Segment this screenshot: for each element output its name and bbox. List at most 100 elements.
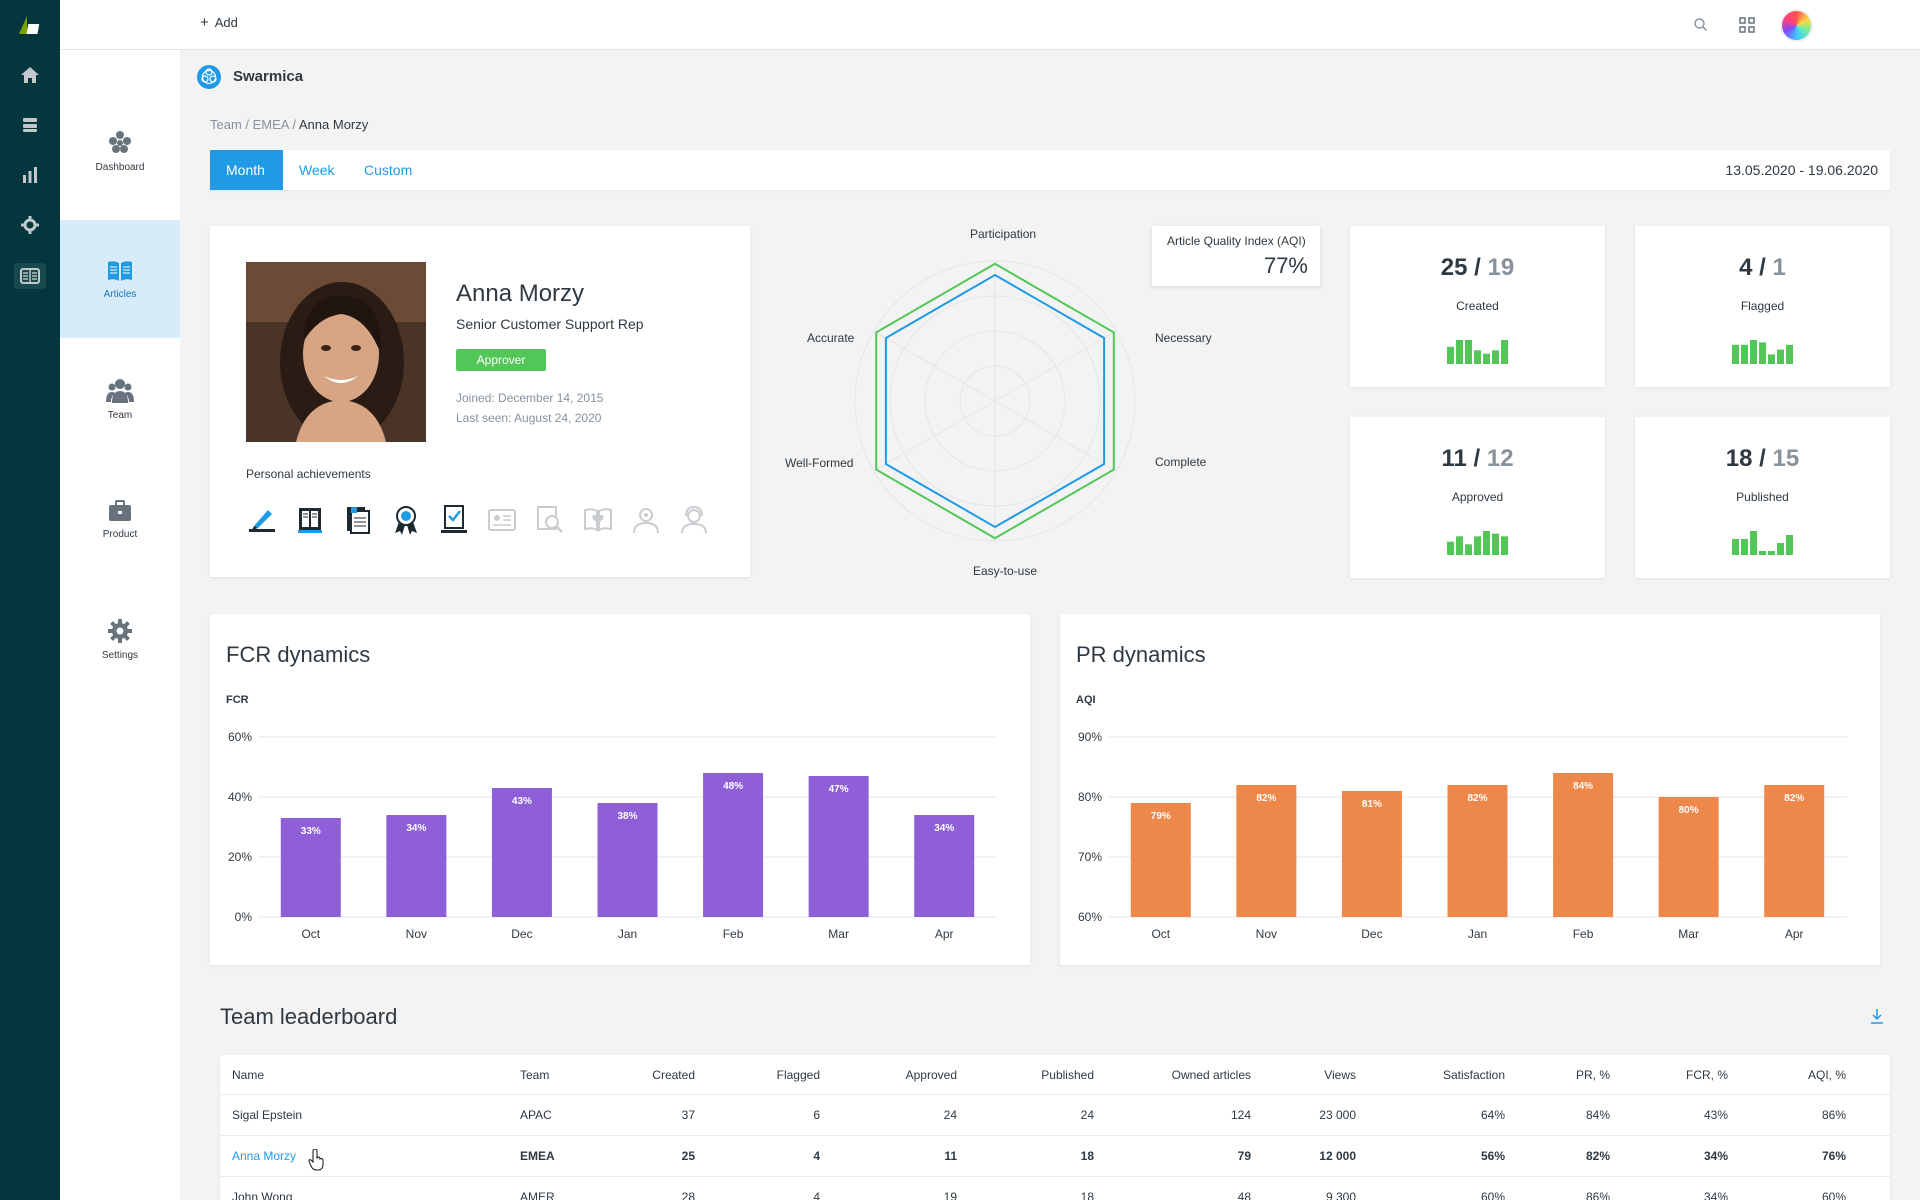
table-cell: 34% (1703, 1190, 1728, 1200)
table-cell: 60% (1480, 1190, 1505, 1200)
achievement-pen-icon[interactable] (246, 504, 278, 536)
reporting-icon[interactable] (18, 163, 42, 187)
column-header: Owned articles (1171, 1068, 1251, 1082)
table-cell: 37 (681, 1108, 695, 1122)
table-cell: 28 (681, 1190, 695, 1200)
aqi-title: Article Quality Index (AQI) (1167, 234, 1306, 248)
achievement-person-badge-icon[interactable] (630, 504, 662, 536)
sparkline-bar (1501, 536, 1508, 555)
nav-item-dashboard[interactable]: Dashboard (60, 92, 180, 210)
views-icon[interactable] (18, 113, 42, 137)
tab-month[interactable]: Month (210, 150, 283, 190)
table-header-row: Name Team Created Flagged Approved Published O… (220, 1055, 1890, 1095)
bar-data-label: 43% (512, 796, 532, 807)
pr-chart-card: PR dynamics AQI 60% 70% 80% 90% 79% Oct 82% Nov… (1060, 614, 1880, 965)
nav-label-settings: Settings (101, 649, 139, 661)
stat-card-published[interactable]: 18 / 15 Published (1635, 417, 1890, 578)
profile-photo (246, 262, 426, 442)
nav-item-product[interactable]: Product (60, 460, 180, 578)
stat-values: 18 / 15 (1725, 445, 1800, 472)
chart-title: PR dynamics (1076, 642, 1206, 667)
stat-card-flagged[interactable]: 4 / 1 Flagged (1635, 226, 1890, 387)
table-row[interactable]: John Wong AMER 28 4 19 18 48 9 300 60% 86% 34% 60% (220, 1177, 1890, 1200)
tab-custom[interactable]: Custom (364, 162, 413, 178)
stat-main-value: 25 (1440, 254, 1468, 281)
sparkline-bar (1501, 340, 1508, 364)
quality-radar-chart (854, 260, 1136, 542)
nav-label-team: Team (107, 409, 133, 421)
flagged-sparkline (1732, 340, 1793, 364)
achievement-support-agent-icon[interactable] (678, 504, 710, 536)
y-tick-label: 80% (1078, 790, 1102, 804)
apps-grid-icon[interactable] (1737, 15, 1757, 35)
y-tick-label: 60% (1078, 910, 1102, 924)
table-row[interactable]: Anna Morzy EMEA 25 4 11 18 79 12 000 56% 82% 34% 76… (220, 1136, 1890, 1177)
x-tick-label: Jan (618, 927, 637, 941)
settings-gear-icon (108, 618, 132, 643)
radar-label-easy-to-use: Easy-to-use (973, 564, 1038, 578)
table-row[interactable]: Sigal Epstein APAC 37 6 24 24 124 23 000 64% 84% 4… (220, 1095, 1890, 1136)
achievement-award-ribbon-icon[interactable] (390, 504, 422, 536)
dashboard-icon (109, 130, 131, 153)
table-cell: 79 (1237, 1149, 1251, 1163)
date-range[interactable]: 13.05.2020 - 19.06.2020 (1725, 162, 1878, 178)
radar-axis-line (873, 330, 996, 402)
stat-secondary-value: 12 (1486, 445, 1514, 472)
bar (1658, 797, 1719, 917)
member-name-cell[interactable]: Anna Morzy (232, 1149, 297, 1163)
table-cell: AMER (520, 1190, 555, 1200)
sparkline-bar (1474, 536, 1481, 555)
joined-date: Joined: December 14, 2015 (456, 391, 604, 405)
stat-main-value: 4 (1739, 254, 1753, 281)
sparkline-bar (1465, 340, 1472, 364)
table-cell: 124 (1230, 1108, 1251, 1122)
admin-gear-icon[interactable] (18, 213, 42, 237)
table-cell: 76% (1821, 1149, 1846, 1163)
profile-name: Anna Morzy (456, 280, 585, 307)
add-button[interactable]: + Add (200, 15, 238, 30)
achievement-open-book-icon[interactable] (342, 504, 374, 536)
download-icon[interactable] (1868, 1007, 1886, 1025)
sparkline-bar (1447, 346, 1454, 364)
last-seen-date: Last seen: August 24, 2020 (456, 411, 602, 425)
stat-main-value: 18 (1725, 445, 1753, 472)
bar-data-label: 81% (1362, 799, 1382, 810)
stat-card-approved[interactable]: 11 / 12 Approved (1350, 417, 1605, 578)
user-avatar[interactable] (1780, 9, 1813, 42)
swarmica-app-icon[interactable] (14, 263, 46, 289)
breadcrumb-team[interactable]: Team (210, 117, 242, 132)
stat-card-created[interactable]: 25 / 19 Created (1350, 226, 1605, 387)
chart-ylabel: FCR (226, 694, 249, 706)
search-icon[interactable] (1692, 16, 1710, 34)
bar (280, 818, 341, 917)
column-header: Flagged (776, 1068, 820, 1082)
nav-item-settings[interactable]: Settings (60, 580, 180, 698)
home-icon[interactable] (18, 63, 42, 87)
sparkline-bar (1732, 539, 1739, 555)
bar-data-label: 79% (1151, 811, 1171, 822)
nav-item-team[interactable]: Team (60, 340, 180, 458)
achievement-id-card-icon[interactable] (486, 504, 518, 536)
bar (1553, 773, 1614, 917)
achievement-search-doc-icon[interactable] (534, 504, 566, 536)
achievement-book-heart-icon[interactable] (582, 504, 614, 536)
tab-week[interactable]: Week (299, 162, 335, 178)
table-cell: 18 (1080, 1149, 1094, 1163)
nav-item-articles[interactable]: Articles (60, 220, 180, 338)
radar-label-well-formed: Well-Formed (785, 456, 854, 470)
breadcrumb-emea[interactable]: EMEA (252, 117, 289, 132)
approved-sparkline (1447, 531, 1508, 555)
achievement-checklist-icon[interactable] (438, 504, 470, 536)
y-tick-label: 70% (1078, 850, 1102, 864)
plus-icon: + (200, 14, 209, 31)
radar-axis-line (994, 400, 1117, 472)
breadcrumb-current: Anna Morzy (298, 117, 369, 132)
top-bar: + Add (60, 0, 1920, 50)
y-tick-label: 90% (1078, 730, 1102, 744)
chart-ylabel: AQI (1076, 694, 1096, 706)
zendesk-logo-icon[interactable] (17, 14, 43, 36)
table-cell: 9 300 (1325, 1190, 1356, 1200)
table-cell: 60% (1821, 1190, 1846, 1200)
table-cell: 84% (1585, 1108, 1610, 1122)
achievement-book-icon[interactable] (294, 504, 326, 536)
